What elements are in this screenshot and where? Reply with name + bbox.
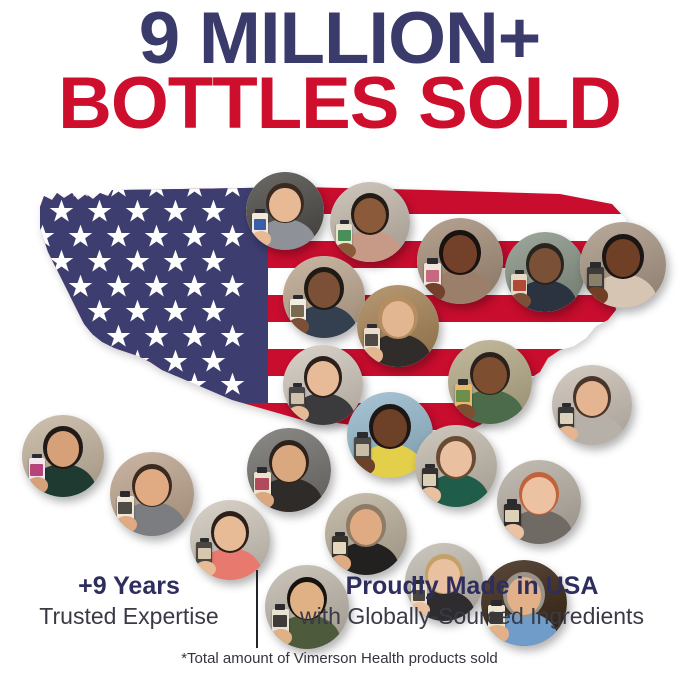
customer-photo-woman-headwrap (448, 340, 532, 424)
customer-photo-woman-long-hair (283, 345, 363, 425)
customer-photo-woman-curly (580, 222, 666, 308)
customer-photo-man-bald (505, 232, 585, 312)
customer-photo-woman-pink-top (190, 500, 270, 580)
headline-block: 9 MILLION+ BOTTLES SOLD (0, 0, 679, 145)
customer-photo-woman-glasses (246, 172, 324, 250)
customer-photo-man-gray-shirt (110, 452, 194, 536)
customer-photo-man-black-shirt (325, 493, 407, 575)
headline-line-1: 9 MILLION+ (138, 0, 541, 79)
customer-photo-woman-blonde-wavy (405, 543, 483, 621)
claim-years: +9 Years Trusted Expertise (14, 572, 244, 630)
customer-photo-woman-glasses-yellow (347, 392, 433, 478)
customer-photo-woman-brunette-right (552, 365, 632, 445)
footer-claims: +9 Years Trusted Expertise Proudly Made … (0, 562, 679, 657)
footnote: *Total amount of Vimerson Health product… (181, 650, 498, 667)
claim-usa-title: Proudly Made in USA (345, 572, 599, 600)
customer-photo-man-beard-left (22, 415, 104, 497)
customer-photo-woman-smiling (330, 182, 410, 262)
headline-line-2: BOTTLES SOLD (58, 63, 622, 145)
customer-photo-woman-ponytail-mid (247, 428, 331, 512)
footer-divider (256, 570, 258, 648)
customer-photo-woman-redhead (497, 460, 581, 544)
customer-photo-woman-blonde (357, 285, 439, 367)
customer-photo-collage (0, 160, 679, 649)
claim-usa-subtitle: with Globally-Sourced Ingredients (300, 602, 644, 629)
customer-photo-man-beard-bottle (283, 256, 365, 338)
customer-photo-man-asian-smiling (265, 565, 349, 649)
customer-photo-man-glasses-blue (481, 560, 567, 646)
customer-photo-woman-green-sweater (415, 425, 497, 507)
claim-made-in-usa: Proudly Made in USA with Globally-Source… (272, 572, 672, 630)
claim-years-title: +9 Years (78, 572, 180, 600)
claim-years-subtitle: Trusted Expertise (39, 602, 219, 629)
